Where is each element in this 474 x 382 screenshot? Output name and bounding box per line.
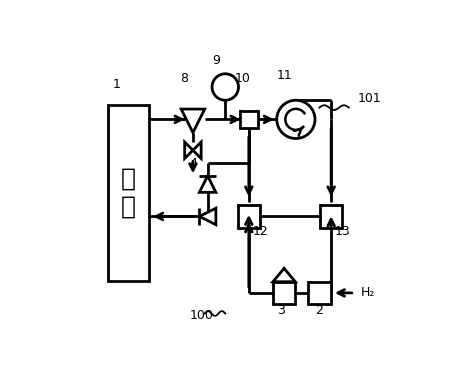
Polygon shape bbox=[200, 208, 216, 225]
Text: 电
堆: 电 堆 bbox=[121, 167, 136, 219]
Bar bbox=[320, 205, 342, 228]
Bar bbox=[240, 110, 258, 128]
Polygon shape bbox=[200, 176, 216, 192]
Text: 4: 4 bbox=[189, 157, 197, 170]
Text: 3: 3 bbox=[277, 304, 285, 317]
Polygon shape bbox=[181, 109, 205, 133]
Text: 10: 10 bbox=[235, 72, 251, 85]
Text: 1: 1 bbox=[112, 78, 120, 91]
Polygon shape bbox=[273, 268, 295, 282]
Text: 11: 11 bbox=[276, 69, 292, 82]
Text: H₂: H₂ bbox=[361, 286, 375, 299]
Text: 9: 9 bbox=[212, 54, 220, 67]
Bar bbox=[108, 105, 149, 281]
Text: 13: 13 bbox=[335, 225, 351, 238]
Polygon shape bbox=[185, 142, 193, 159]
Text: 12: 12 bbox=[253, 225, 268, 238]
Circle shape bbox=[212, 74, 238, 100]
Bar bbox=[308, 282, 330, 304]
Text: 8: 8 bbox=[180, 72, 188, 85]
Text: 101: 101 bbox=[358, 92, 382, 105]
Text: 100: 100 bbox=[190, 309, 214, 322]
Text: 2: 2 bbox=[316, 304, 323, 317]
Bar bbox=[237, 205, 260, 228]
Circle shape bbox=[277, 100, 315, 139]
Polygon shape bbox=[193, 142, 201, 159]
Bar bbox=[273, 282, 295, 304]
